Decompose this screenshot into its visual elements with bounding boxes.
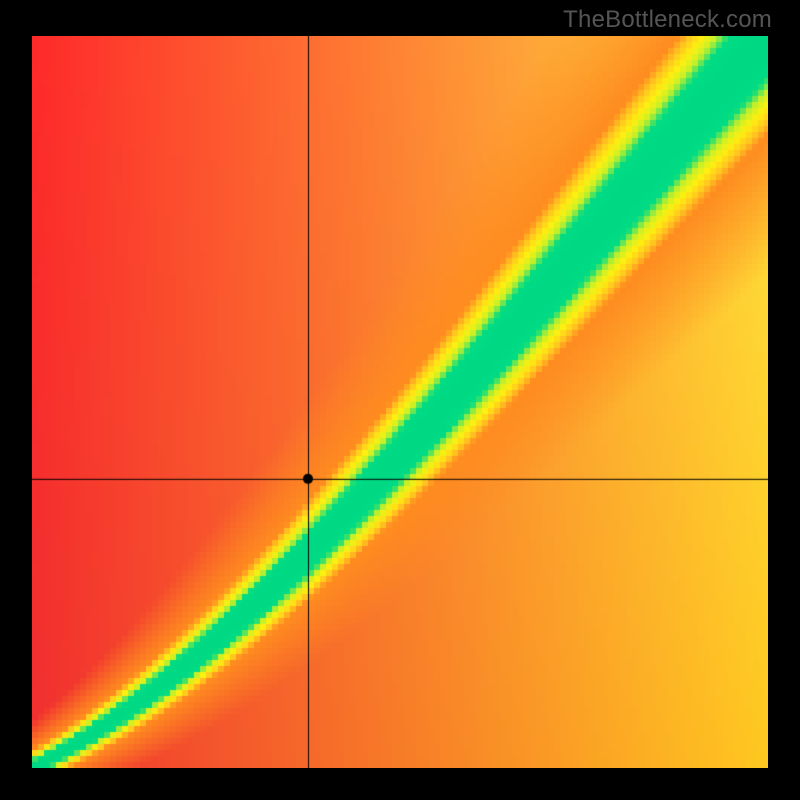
heatmap-canvas (32, 36, 768, 768)
heatmap-plot (32, 36, 768, 768)
watermark-text: TheBottleneck.com (563, 6, 772, 34)
